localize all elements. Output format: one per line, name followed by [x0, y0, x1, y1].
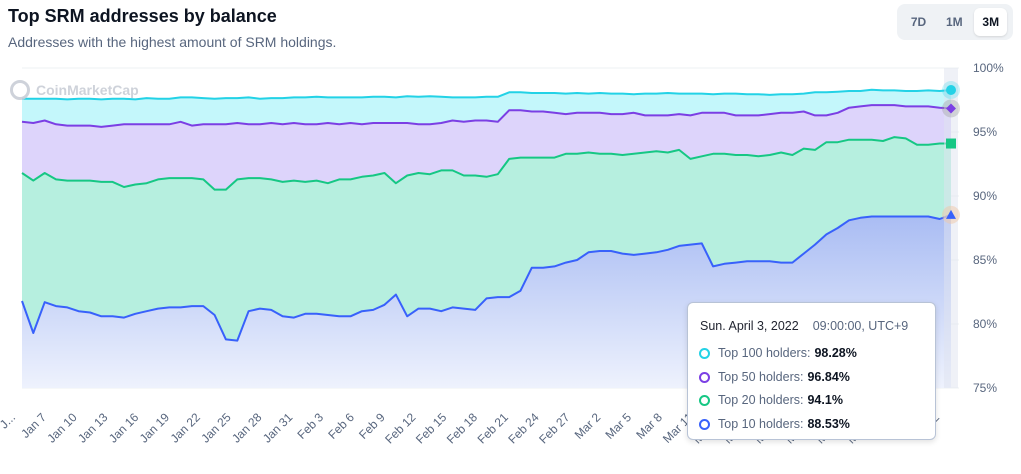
y-tick-label: 90% [973, 189, 997, 203]
top10-dot-icon [699, 418, 710, 430]
x-tick-label: J... [0, 410, 18, 431]
tooltip-row-top50: Top 50 holders: 96.84% [699, 370, 850, 384]
x-tick-label: Feb 18 [444, 410, 481, 447]
tooltip-value: 88.53% [807, 417, 850, 431]
x-tick-label: Feb 12 [382, 410, 419, 447]
tooltip-label: Top 100 holders: [718, 346, 811, 360]
top100-marker [946, 85, 956, 96]
tooltip-date: Sun. April 3, 2022 [700, 319, 799, 333]
series-line [22, 88, 952, 101]
watermark-text: CoinMarketCap [36, 82, 139, 98]
x-tick-label: Jan 16 [106, 410, 142, 446]
tooltip: Sun. April 3, 2022 09:00:00, UTC+9 Top 10… [687, 302, 936, 440]
tooltip-value: 96.84% [807, 370, 850, 384]
tooltip-value: 98.28% [814, 346, 857, 360]
x-tick-label: Mar 2 [572, 410, 604, 442]
tooltip-row-top10: Top 10 holders: 88.53% [699, 417, 850, 431]
x-tick-label: Jan 10 [44, 410, 80, 446]
y-tick-label: 95% [973, 125, 997, 139]
coinmarketcap-logo-icon [10, 80, 30, 100]
y-tick-label: 80% [973, 317, 997, 331]
x-tick-label: Feb 24 [505, 410, 542, 447]
range-1m-button[interactable]: 1M [945, 15, 963, 29]
chart-title: Top SRM addresses by balance [8, 6, 277, 26]
y-tick-label: 85% [973, 253, 997, 267]
range-3m-button[interactable]: 3M [974, 8, 1008, 36]
x-tick-label: Jan 25 [198, 410, 234, 446]
tooltip-header: Sun. April 3, 2022 09:00:00, UTC+9 [700, 319, 908, 333]
y-tick-label: 75% [973, 381, 997, 395]
tooltip-label: Top 50 holders: [718, 370, 804, 384]
tooltip-label: Top 10 holders: [718, 417, 804, 431]
x-tick-label: Feb 21 [475, 410, 512, 447]
x-tick-label: Jan 28 [229, 410, 265, 446]
x-tick-label: Jan 31 [260, 410, 296, 446]
tooltip-value: 94.1% [807, 393, 843, 407]
series-lines [21, 88, 952, 342]
series-line [21, 104, 952, 128]
tooltip-row-top20: Top 20 holders: 94.1% [699, 393, 843, 407]
end-markers [942, 81, 960, 224]
x-tick-label: Feb 27 [536, 410, 573, 447]
x-tick-label: Feb 6 [325, 410, 357, 442]
range-7d-button[interactable]: 7D [910, 15, 927, 29]
y-axis-labels: 100% 95% 90% 85% 80% 75% [973, 61, 1004, 395]
x-tick-label: Feb 3 [295, 410, 327, 442]
top10-marker [946, 209, 956, 219]
top100-dot-icon [699, 347, 710, 359]
watermark: CoinMarketCap [10, 80, 139, 100]
tooltip-time: 09:00:00, UTC+9 [812, 319, 909, 333]
time-range-selector: 7D 1M 3M [897, 4, 1013, 40]
top20-marker [946, 138, 956, 149]
top20-dot-icon [699, 394, 710, 406]
x-tick-label: Mar 5 [603, 410, 635, 442]
x-tick-label: Jan 22 [168, 410, 204, 446]
x-tick-label: Feb 15 [413, 410, 450, 447]
top50-dot-icon [699, 371, 710, 383]
series-line [21, 213, 952, 342]
y-tick-label: 100% [973, 61, 1004, 75]
x-tick-label: Jan 19 [137, 410, 173, 446]
x-tick-label: Jan 13 [75, 410, 111, 446]
tooltip-label: Top 20 holders: [718, 393, 804, 407]
chart-subtitle: Addresses with the highest amount of SRM… [8, 34, 337, 50]
series-line [21, 136, 951, 191]
top50-marker [946, 103, 956, 114]
tooltip-row-top100: Top 100 holders: 98.28% [699, 346, 857, 360]
